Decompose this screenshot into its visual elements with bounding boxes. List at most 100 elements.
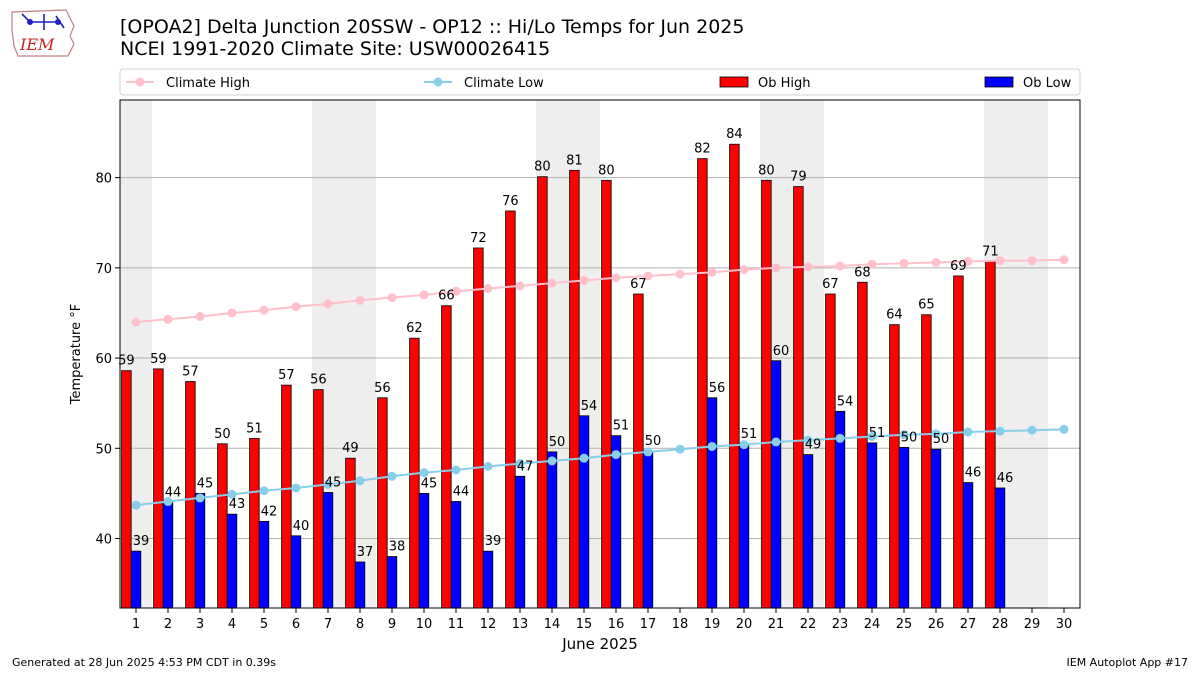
climate-high-point-day-2 xyxy=(163,314,173,324)
ob-high-bar-day-7 xyxy=(313,389,324,609)
ob-high-bar-day-20 xyxy=(729,143,740,609)
climate-high-point-day-11 xyxy=(451,286,461,296)
ob-low-bar-day-12 xyxy=(482,550,494,609)
ob-low-bar-day-5 xyxy=(258,520,270,609)
ob-high-bar-day-23 xyxy=(825,293,836,609)
ob-low-label-day-21: 60 xyxy=(773,344,790,359)
ob-high-bar-day-21 xyxy=(761,179,772,609)
ob-low-label-day-6: 40 xyxy=(293,519,310,534)
ob-low-bar-day-13 xyxy=(514,475,526,609)
climate-low-point-day-10 xyxy=(419,468,429,478)
climate-low-point-day-17 xyxy=(643,447,653,457)
ob-high-bar-day-15 xyxy=(569,169,580,609)
ob-low-bar-day-1 xyxy=(130,550,142,609)
climate-high-point-day-4 xyxy=(227,308,237,318)
ob-low-label-day-12: 39 xyxy=(485,534,502,549)
climate-low-point-day-26 xyxy=(931,429,941,439)
ob-low-label-day-25: 50 xyxy=(901,430,918,445)
climate-low-point-day-4 xyxy=(227,489,237,499)
ob-high-label-day-1: 59 xyxy=(118,354,135,369)
weekend-shade-day-29 xyxy=(1016,100,1048,608)
climate-high-point-day-22 xyxy=(803,262,813,272)
ob-low-legend-label: Ob Low xyxy=(1023,76,1072,91)
ob-high-label-day-15: 81 xyxy=(566,153,583,168)
x-tick-label-3: 3 xyxy=(196,617,204,632)
ob-high-bar-day-26 xyxy=(921,314,932,609)
ob-low-label-day-14: 50 xyxy=(549,435,566,450)
ob-high-label-day-6: 57 xyxy=(278,368,295,383)
x-tick-label-4: 4 xyxy=(228,617,236,632)
climate-high-point-day-8 xyxy=(355,295,365,305)
x-tick-label-8: 8 xyxy=(356,617,364,632)
ob-low-bar-day-22 xyxy=(802,454,814,609)
x-tick-label-11: 11 xyxy=(448,617,465,632)
climate-high-point-day-21 xyxy=(771,263,781,273)
ob-high-legend-swatch xyxy=(719,76,749,88)
ob-high-label-day-19: 82 xyxy=(694,142,711,157)
data-labels: 59 39 59 44 57 45 50 43 51 42 57 40 56 45 49 37 56 38 62 45… xyxy=(118,127,1013,560)
climate-high-point-day-27 xyxy=(963,257,973,267)
climate-high-point-day-5 xyxy=(259,305,269,315)
ob-low-label-day-5: 42 xyxy=(261,504,278,519)
ob-high-label-day-9: 56 xyxy=(374,381,391,396)
ob-high-label-day-17: 67 xyxy=(630,277,647,292)
ob-high-bar-day-27 xyxy=(953,275,964,609)
climate-high-point-day-10 xyxy=(419,290,429,300)
climate-high-point-day-23 xyxy=(835,261,845,271)
ob-low-label-day-4: 43 xyxy=(229,497,246,512)
ob-low-bar-day-9 xyxy=(386,556,398,609)
logo-text: IEM xyxy=(19,35,55,54)
climate-high-point-day-24 xyxy=(867,259,877,269)
ob-high-bar-day-6 xyxy=(281,384,292,609)
ob-high-bar-day-16 xyxy=(601,179,612,609)
x-tick-label-10: 10 xyxy=(416,617,433,632)
x-tick-label-12: 12 xyxy=(480,617,497,632)
climate-high-point-day-30 xyxy=(1059,255,1069,265)
climate-high-point-day-15 xyxy=(579,275,589,285)
ob-high-bar-day-3 xyxy=(185,381,196,609)
x-tick-label-30: 30 xyxy=(1056,617,1073,632)
x-tick-label-17: 17 xyxy=(640,617,657,632)
climate-low-point-day-29 xyxy=(1027,425,1037,435)
footer-app: IEM Autoplot App #17 xyxy=(1066,656,1189,669)
ob-high-label-day-27: 69 xyxy=(950,259,967,274)
ob-high-label-day-11: 66 xyxy=(438,289,455,304)
climate-low-point-day-15 xyxy=(579,453,589,463)
x-tick-label-15: 15 xyxy=(576,617,593,632)
x-tick-label-21: 21 xyxy=(768,617,785,632)
footer-generated: Generated at 28 Jun 2025 4:53 PM CDT in … xyxy=(12,656,277,669)
ob-low-bar-day-19 xyxy=(706,397,718,609)
ob-low-label-day-24: 51 xyxy=(869,426,886,441)
chart-title: [OPOA2] Delta Junction 20SSW - OP12 :: H… xyxy=(120,16,744,60)
ob-high-bar-day-9 xyxy=(377,397,388,609)
ob-high-label-day-25: 64 xyxy=(886,308,903,323)
y-tick-label-50: 50 xyxy=(95,442,112,457)
climate-high-point-day-28 xyxy=(995,256,1005,266)
legend: Climate High Climate Low Ob High Ob Low xyxy=(119,68,1081,96)
ob-low-label-day-15: 54 xyxy=(581,399,598,414)
ob-high-bar-day-14 xyxy=(537,176,548,609)
x-axis-label: June 2025 xyxy=(561,635,638,653)
x-tick-label-18: 18 xyxy=(672,617,689,632)
climate-low-point-day-13 xyxy=(515,459,525,469)
climate-high-point-day-16 xyxy=(611,273,621,283)
x-tick-label-19: 19 xyxy=(704,617,721,632)
ob-low-label-day-13: 47 xyxy=(517,459,534,474)
climate-low-point-day-5 xyxy=(259,486,269,496)
ob-low-label-day-9: 38 xyxy=(389,540,406,555)
ob-high-bar-day-5 xyxy=(249,437,260,609)
ob-high-label-day-3: 57 xyxy=(182,365,199,380)
climate-low-point-day-12 xyxy=(483,461,493,471)
climate-low-point-day-30 xyxy=(1059,424,1069,434)
climate-high-point-day-29 xyxy=(1027,256,1037,266)
ob-low-bar-day-26 xyxy=(930,448,942,609)
ob-high-label-day-7: 56 xyxy=(310,373,327,388)
ob-low-label-day-10: 45 xyxy=(421,476,438,491)
x-tick-label-14: 14 xyxy=(544,617,561,632)
y-tick-label-70: 70 xyxy=(95,262,112,277)
x-tick-label-22: 22 xyxy=(800,617,817,632)
climate-high-point-day-19 xyxy=(707,267,717,277)
ob-high-label-day-22: 79 xyxy=(790,170,807,185)
ob-high-label-day-21: 80 xyxy=(758,163,775,178)
